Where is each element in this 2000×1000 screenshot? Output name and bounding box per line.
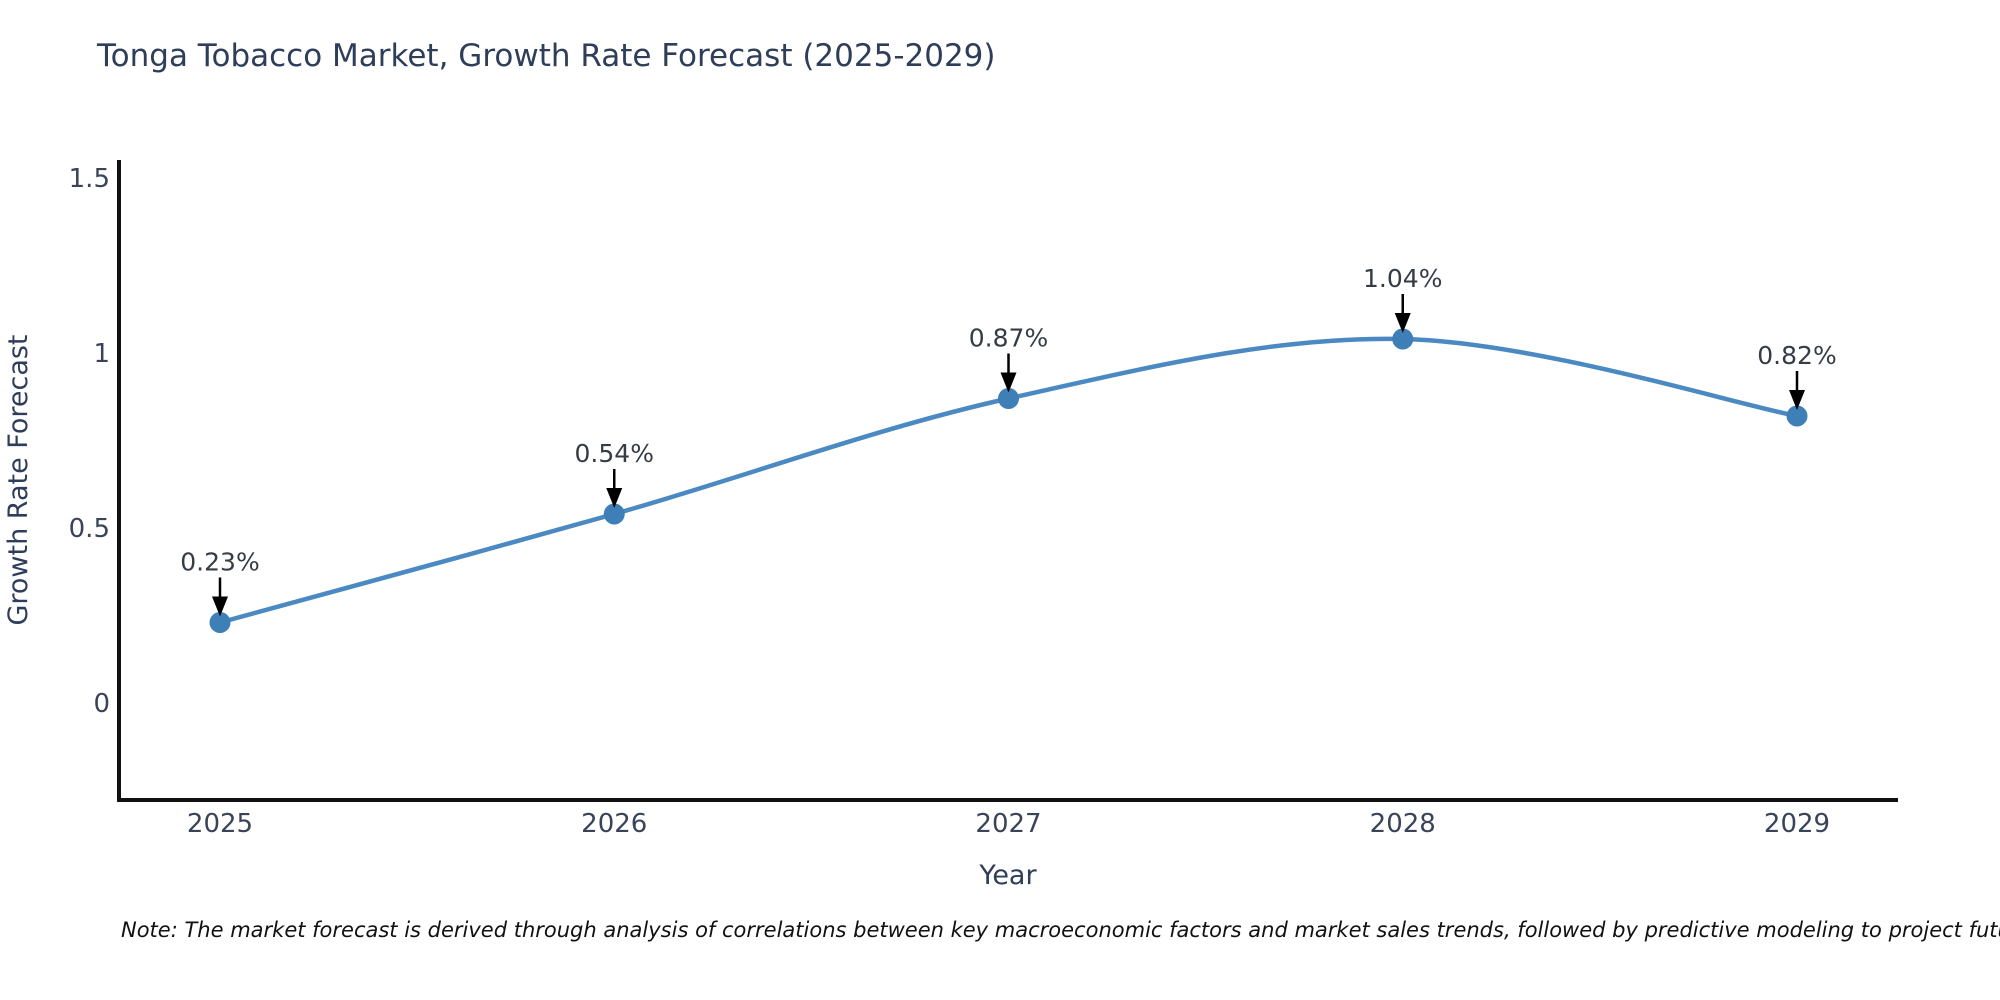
y-tick-label: 0.5 xyxy=(69,514,110,544)
point-label: 0.82% xyxy=(1757,341,1836,370)
point-label: 1.04% xyxy=(1363,264,1442,293)
data-point-marker xyxy=(1786,405,1808,427)
x-tick-label: 2029 xyxy=(1764,809,1830,839)
data-point-marker xyxy=(603,503,625,525)
point-label: 0.54% xyxy=(575,439,654,468)
y-tick-label: 1 xyxy=(93,339,110,369)
point-label: 0.87% xyxy=(969,324,1048,353)
annotation-arrow-head xyxy=(1000,372,1017,393)
x-tick-label: 2027 xyxy=(975,809,1041,839)
annotation-arrow-head xyxy=(212,596,228,617)
footnote: Note: The market forecast is derived thr… xyxy=(121,918,2000,942)
data-point-marker xyxy=(998,388,1019,409)
data-point-marker xyxy=(209,612,231,633)
y-tick-label: 1.5 xyxy=(69,164,110,194)
x-tick-label: 2028 xyxy=(1370,809,1436,839)
annotation-arrow-head xyxy=(606,488,623,508)
x-axis-title: Year xyxy=(978,860,1037,891)
data-point-marker xyxy=(1392,328,1414,350)
chart-title: Tonga Tobacco Market, Growth Rate Foreca… xyxy=(97,38,996,74)
y-axis-title: Growth Rate Forecast xyxy=(3,334,34,625)
point-label: 0.23% xyxy=(180,548,259,577)
y-tick-label: 0 xyxy=(93,689,110,719)
x-tick-label: 2025 xyxy=(187,809,253,839)
series-layer: 0.23% 2025 0.54% 2026 0.87% 2027 1.04% 2028 0.82… xyxy=(69,164,1837,839)
annotation-arrow-head xyxy=(1394,313,1411,333)
x-tick-label: 2026 xyxy=(581,809,647,839)
annotation-arrow-head xyxy=(1789,390,1805,410)
